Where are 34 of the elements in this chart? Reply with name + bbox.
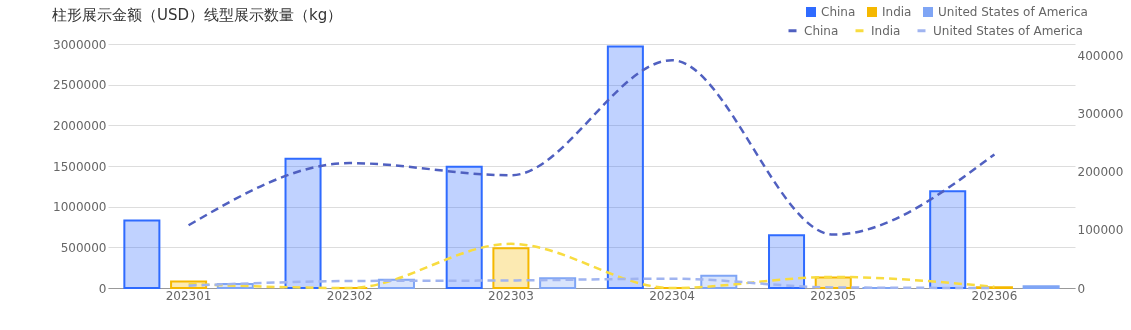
y2-tick-label: 0 bbox=[1077, 281, 1086, 296]
legend-label: China bbox=[804, 23, 839, 38]
y2-tick-label: 400000 bbox=[1077, 49, 1124, 64]
legend-label: United States of America bbox=[938, 5, 1088, 19]
bar bbox=[606, 45, 644, 289]
bar bbox=[123, 219, 161, 289]
legend-label: India bbox=[882, 5, 912, 19]
y-tick-label: 1500000 bbox=[53, 159, 107, 174]
y-tick-label: 1000000 bbox=[53, 200, 107, 215]
legend-label: United States of America bbox=[933, 23, 1083, 38]
bar bbox=[445, 165, 483, 289]
x-tick-label: 202301 bbox=[165, 288, 212, 303]
bar bbox=[284, 157, 322, 289]
chart-title: 柱形展示金额（USD）线型展示数量（kg） bbox=[52, 6, 343, 24]
y-tick-label: 500000 bbox=[60, 240, 107, 255]
legend-label: China bbox=[821, 5, 856, 19]
legend-label: India bbox=[871, 23, 901, 38]
y-tick-label: 2500000 bbox=[53, 78, 107, 93]
x-tick-label: 202304 bbox=[649, 288, 695, 303]
y-tick-label: 3000000 bbox=[53, 37, 107, 52]
x-tick-label: 202305 bbox=[810, 288, 857, 303]
y-tick-label: 2000000 bbox=[53, 118, 107, 133]
line-series bbox=[187, 242, 996, 290]
bar bbox=[768, 234, 806, 289]
y2-tick-label: 300000 bbox=[1077, 107, 1124, 122]
y2-tick-label: 200000 bbox=[1077, 165, 1124, 180]
bar bbox=[929, 190, 967, 289]
y-tick-label: 0 bbox=[98, 281, 107, 296]
x-tick-label: 202306 bbox=[971, 288, 1018, 303]
x-tick-label: 202303 bbox=[488, 288, 534, 303]
y2-tick-label: 100000 bbox=[1077, 223, 1124, 238]
line-series bbox=[187, 59, 996, 236]
bar bbox=[492, 247, 530, 289]
x-tick-label: 202302 bbox=[326, 288, 373, 303]
